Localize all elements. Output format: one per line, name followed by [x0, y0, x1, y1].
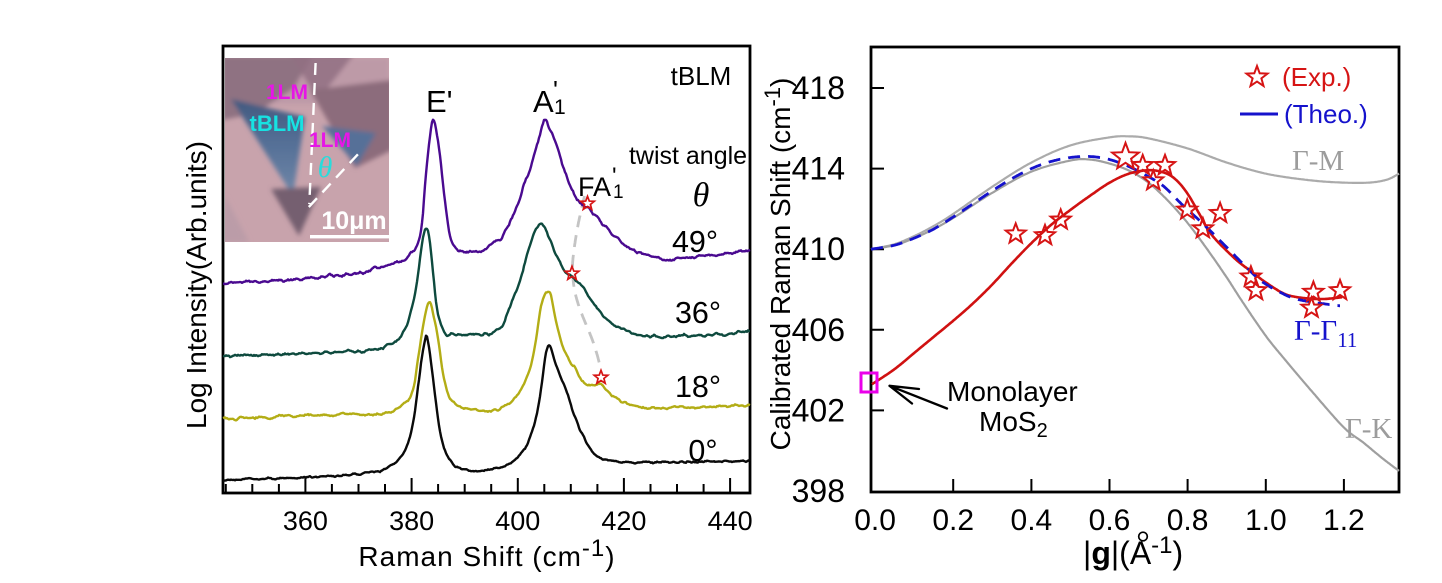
svg-text:400: 400	[495, 506, 540, 536]
svg-text:402: 402	[792, 392, 845, 428]
svg-text:1LM: 1LM	[266, 81, 308, 104]
svg-text:Raman Shift (cm-1): Raman Shift (cm-1)	[358, 535, 615, 572]
svg-text:Γ-K: Γ-K	[1345, 413, 1392, 445]
svg-text:398: 398	[792, 473, 845, 509]
svg-text:|g|(A-1): |g|(A-1)	[1083, 532, 1183, 571]
svg-text:49°: 49°	[672, 225, 718, 259]
svg-text:440: 440	[708, 506, 753, 536]
svg-text:0.0: 0.0	[854, 504, 896, 537]
svg-text:FA: FA	[578, 172, 611, 202]
svg-text:Γ-M: Γ-M	[1292, 145, 1344, 177]
svg-text:(Exp.): (Exp.)	[1282, 62, 1351, 92]
svg-text:Log Intensity(Arb.units): Log Intensity(Arb.units)	[181, 141, 212, 429]
svg-text:': '	[553, 75, 558, 105]
svg-text:tBLM: tBLM	[250, 111, 305, 136]
svg-text:1.0: 1.0	[1245, 504, 1287, 537]
svg-text:18°: 18°	[675, 370, 721, 404]
svg-text:36°: 36°	[675, 296, 721, 330]
svg-text:406: 406	[792, 312, 845, 348]
svg-text:(Theo.): (Theo.)	[1284, 99, 1368, 129]
svg-text:Γ-Γ11: Γ-Γ11	[1294, 315, 1357, 352]
svg-text:10μm: 10μm	[321, 207, 386, 235]
svg-text:380: 380	[389, 506, 434, 536]
svg-text:418: 418	[792, 70, 845, 106]
svg-text:0.8: 0.8	[1167, 504, 1209, 537]
svg-text:1: 1	[613, 182, 624, 203]
svg-text:420: 420	[601, 506, 646, 536]
svg-text:0.2: 0.2	[932, 504, 974, 537]
svg-text:0.4: 0.4	[1011, 504, 1053, 537]
svg-text:tBLM: tBLM	[671, 61, 732, 91]
svg-text:': '	[612, 163, 617, 190]
svg-text:A: A	[533, 84, 554, 119]
svg-text:0.6: 0.6	[1089, 504, 1131, 537]
svg-text:1: 1	[554, 96, 566, 119]
svg-text:360: 360	[283, 506, 328, 536]
svg-text:E': E'	[426, 84, 453, 119]
svg-text:θ: θ	[318, 151, 333, 184]
svg-text:Calibrated Raman Shift (cm-1): Calibrated Raman Shift (cm-1)	[760, 78, 796, 451]
svg-text:Monolayer: Monolayer	[947, 376, 1078, 407]
svg-text:1.2: 1.2	[1323, 504, 1365, 537]
svg-text:θ: θ	[693, 177, 710, 214]
svg-text:1LM: 1LM	[309, 129, 351, 152]
svg-text:414: 414	[792, 151, 845, 187]
svg-text:410: 410	[792, 231, 845, 267]
svg-text:MoS2: MoS2	[979, 406, 1048, 442]
svg-text:0°: 0°	[688, 434, 717, 468]
svg-text:twist angle: twist angle	[629, 142, 747, 170]
